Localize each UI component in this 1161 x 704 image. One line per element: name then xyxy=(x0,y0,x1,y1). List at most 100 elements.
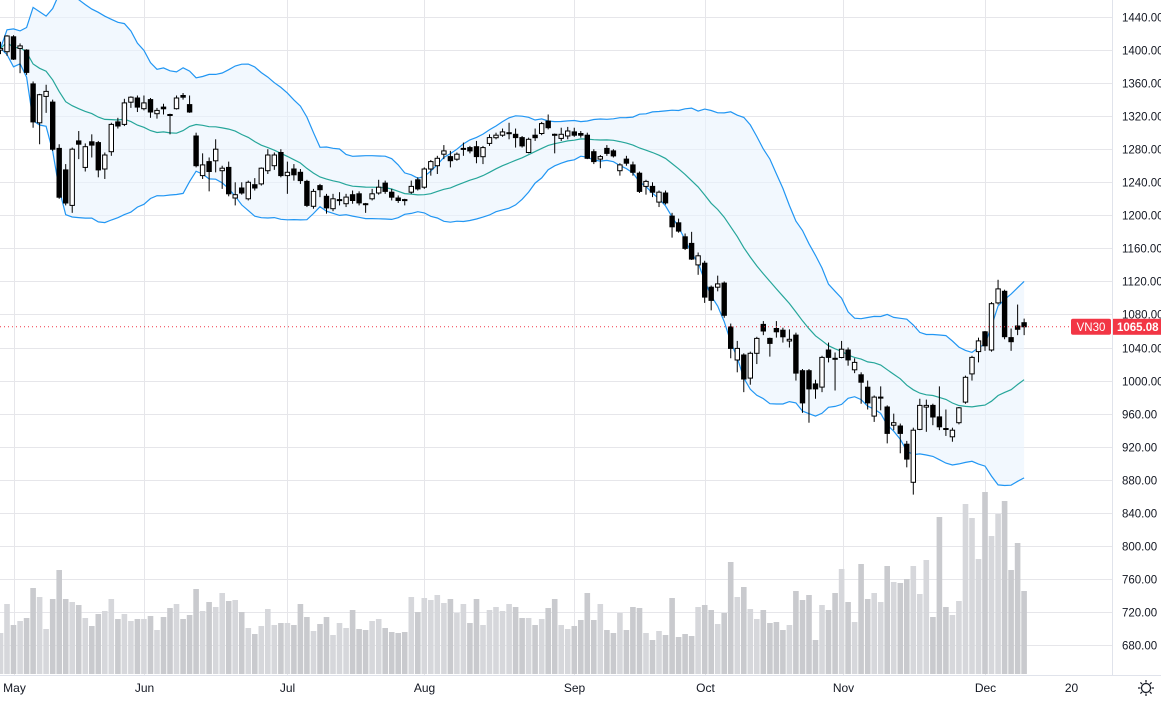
candle-body-up xyxy=(565,130,571,137)
candle-body-up xyxy=(454,153,460,160)
candle xyxy=(793,332,799,381)
candle xyxy=(662,190,669,205)
candle xyxy=(382,180,388,194)
candle xyxy=(219,165,225,189)
candle xyxy=(995,279,1001,305)
volume-bar xyxy=(369,621,375,674)
volume-bar xyxy=(43,629,49,674)
candle xyxy=(362,202,369,213)
candle xyxy=(649,182,656,198)
candle-body-up xyxy=(284,171,291,177)
volume-bar xyxy=(336,623,343,674)
volume-bar xyxy=(910,566,917,674)
candle-body-down xyxy=(728,326,734,349)
candle xyxy=(1008,328,1014,351)
last-price-text: 1065.08 xyxy=(1117,322,1159,334)
candle-body-up xyxy=(910,429,916,483)
candle-body-down xyxy=(799,370,806,404)
candle-body-down xyxy=(519,137,525,147)
candle xyxy=(493,132,499,140)
candle-body-up xyxy=(330,198,336,210)
candle-body-down xyxy=(773,328,780,333)
price-tick-label: 1360.00 xyxy=(1122,79,1161,91)
candle xyxy=(232,182,238,206)
candle-body-down xyxy=(382,182,388,192)
candle-body-down xyxy=(239,187,245,194)
candle-body-up xyxy=(988,303,995,351)
volume-bar xyxy=(271,625,278,674)
candle-body-down xyxy=(180,95,186,98)
candle xyxy=(578,131,584,138)
volume-bar xyxy=(199,611,206,674)
candle xyxy=(962,375,969,404)
candle-body-down xyxy=(982,331,988,347)
candle-body-down xyxy=(297,171,304,182)
volume-bar xyxy=(995,514,1001,674)
candle-body-up xyxy=(962,376,969,403)
candle xyxy=(571,127,577,137)
price-axis[interactable] xyxy=(1112,0,1161,675)
candle-body-down xyxy=(30,83,36,123)
volume-bar xyxy=(291,625,297,674)
volume-bar xyxy=(610,633,617,674)
candle-body-down xyxy=(936,416,943,428)
volume-bar xyxy=(284,623,291,674)
candle-body-down xyxy=(356,193,362,204)
candle-body-down xyxy=(115,121,121,127)
candle-body-up xyxy=(376,186,382,194)
gear-icon[interactable] xyxy=(1138,680,1154,696)
candle xyxy=(265,149,271,174)
volume-bar xyxy=(519,618,525,674)
candle xyxy=(982,331,988,351)
candle xyxy=(519,135,525,148)
candle-body-down xyxy=(1008,337,1014,343)
candle-body-down xyxy=(362,203,369,206)
candle xyxy=(63,164,69,206)
volume-bar xyxy=(727,562,734,674)
candle-body-down xyxy=(415,179,421,190)
candle xyxy=(747,351,753,385)
candle-body-down xyxy=(604,147,610,154)
volume-bar xyxy=(754,619,760,674)
candle-body-up xyxy=(975,340,982,353)
volume-bar xyxy=(591,620,597,674)
candle-body-up xyxy=(597,156,603,160)
volume-bar xyxy=(278,623,284,674)
candle xyxy=(421,167,428,189)
volume-bar xyxy=(564,629,571,674)
candle xyxy=(565,126,571,140)
candle xyxy=(304,179,310,208)
candle xyxy=(545,114,551,130)
candle xyxy=(486,134,493,146)
volume-bar xyxy=(780,630,786,674)
volume-bar xyxy=(362,630,369,674)
candle-body-down xyxy=(669,215,675,228)
volume-bar xyxy=(225,601,232,674)
volume-bar xyxy=(832,593,838,674)
candle xyxy=(851,358,858,374)
candle xyxy=(291,164,297,181)
volume-bar xyxy=(956,601,962,674)
candle-body-down xyxy=(167,114,173,116)
candles xyxy=(0,35,1027,495)
volume-bar xyxy=(799,600,806,674)
volume-bar xyxy=(323,617,330,674)
volume-bar xyxy=(56,570,62,674)
volume-bar xyxy=(245,628,252,674)
candle-body-down xyxy=(23,49,30,73)
candle-body-down xyxy=(812,383,819,390)
candle-body-up xyxy=(441,150,447,155)
candle-body-down xyxy=(226,166,232,195)
candle-body-up xyxy=(493,134,499,139)
time-axis[interactable] xyxy=(0,675,1161,699)
volume-bar xyxy=(662,635,669,674)
lower-band-line xyxy=(0,47,1025,487)
price-tick-label: 840.00 xyxy=(1122,509,1157,521)
volume-bar xyxy=(108,599,115,674)
candle-body-down xyxy=(278,152,284,177)
price-tick-label: 920.00 xyxy=(1122,443,1157,455)
candle-body-up xyxy=(695,255,701,266)
volume-bar xyxy=(128,621,134,674)
candle xyxy=(330,193,336,212)
